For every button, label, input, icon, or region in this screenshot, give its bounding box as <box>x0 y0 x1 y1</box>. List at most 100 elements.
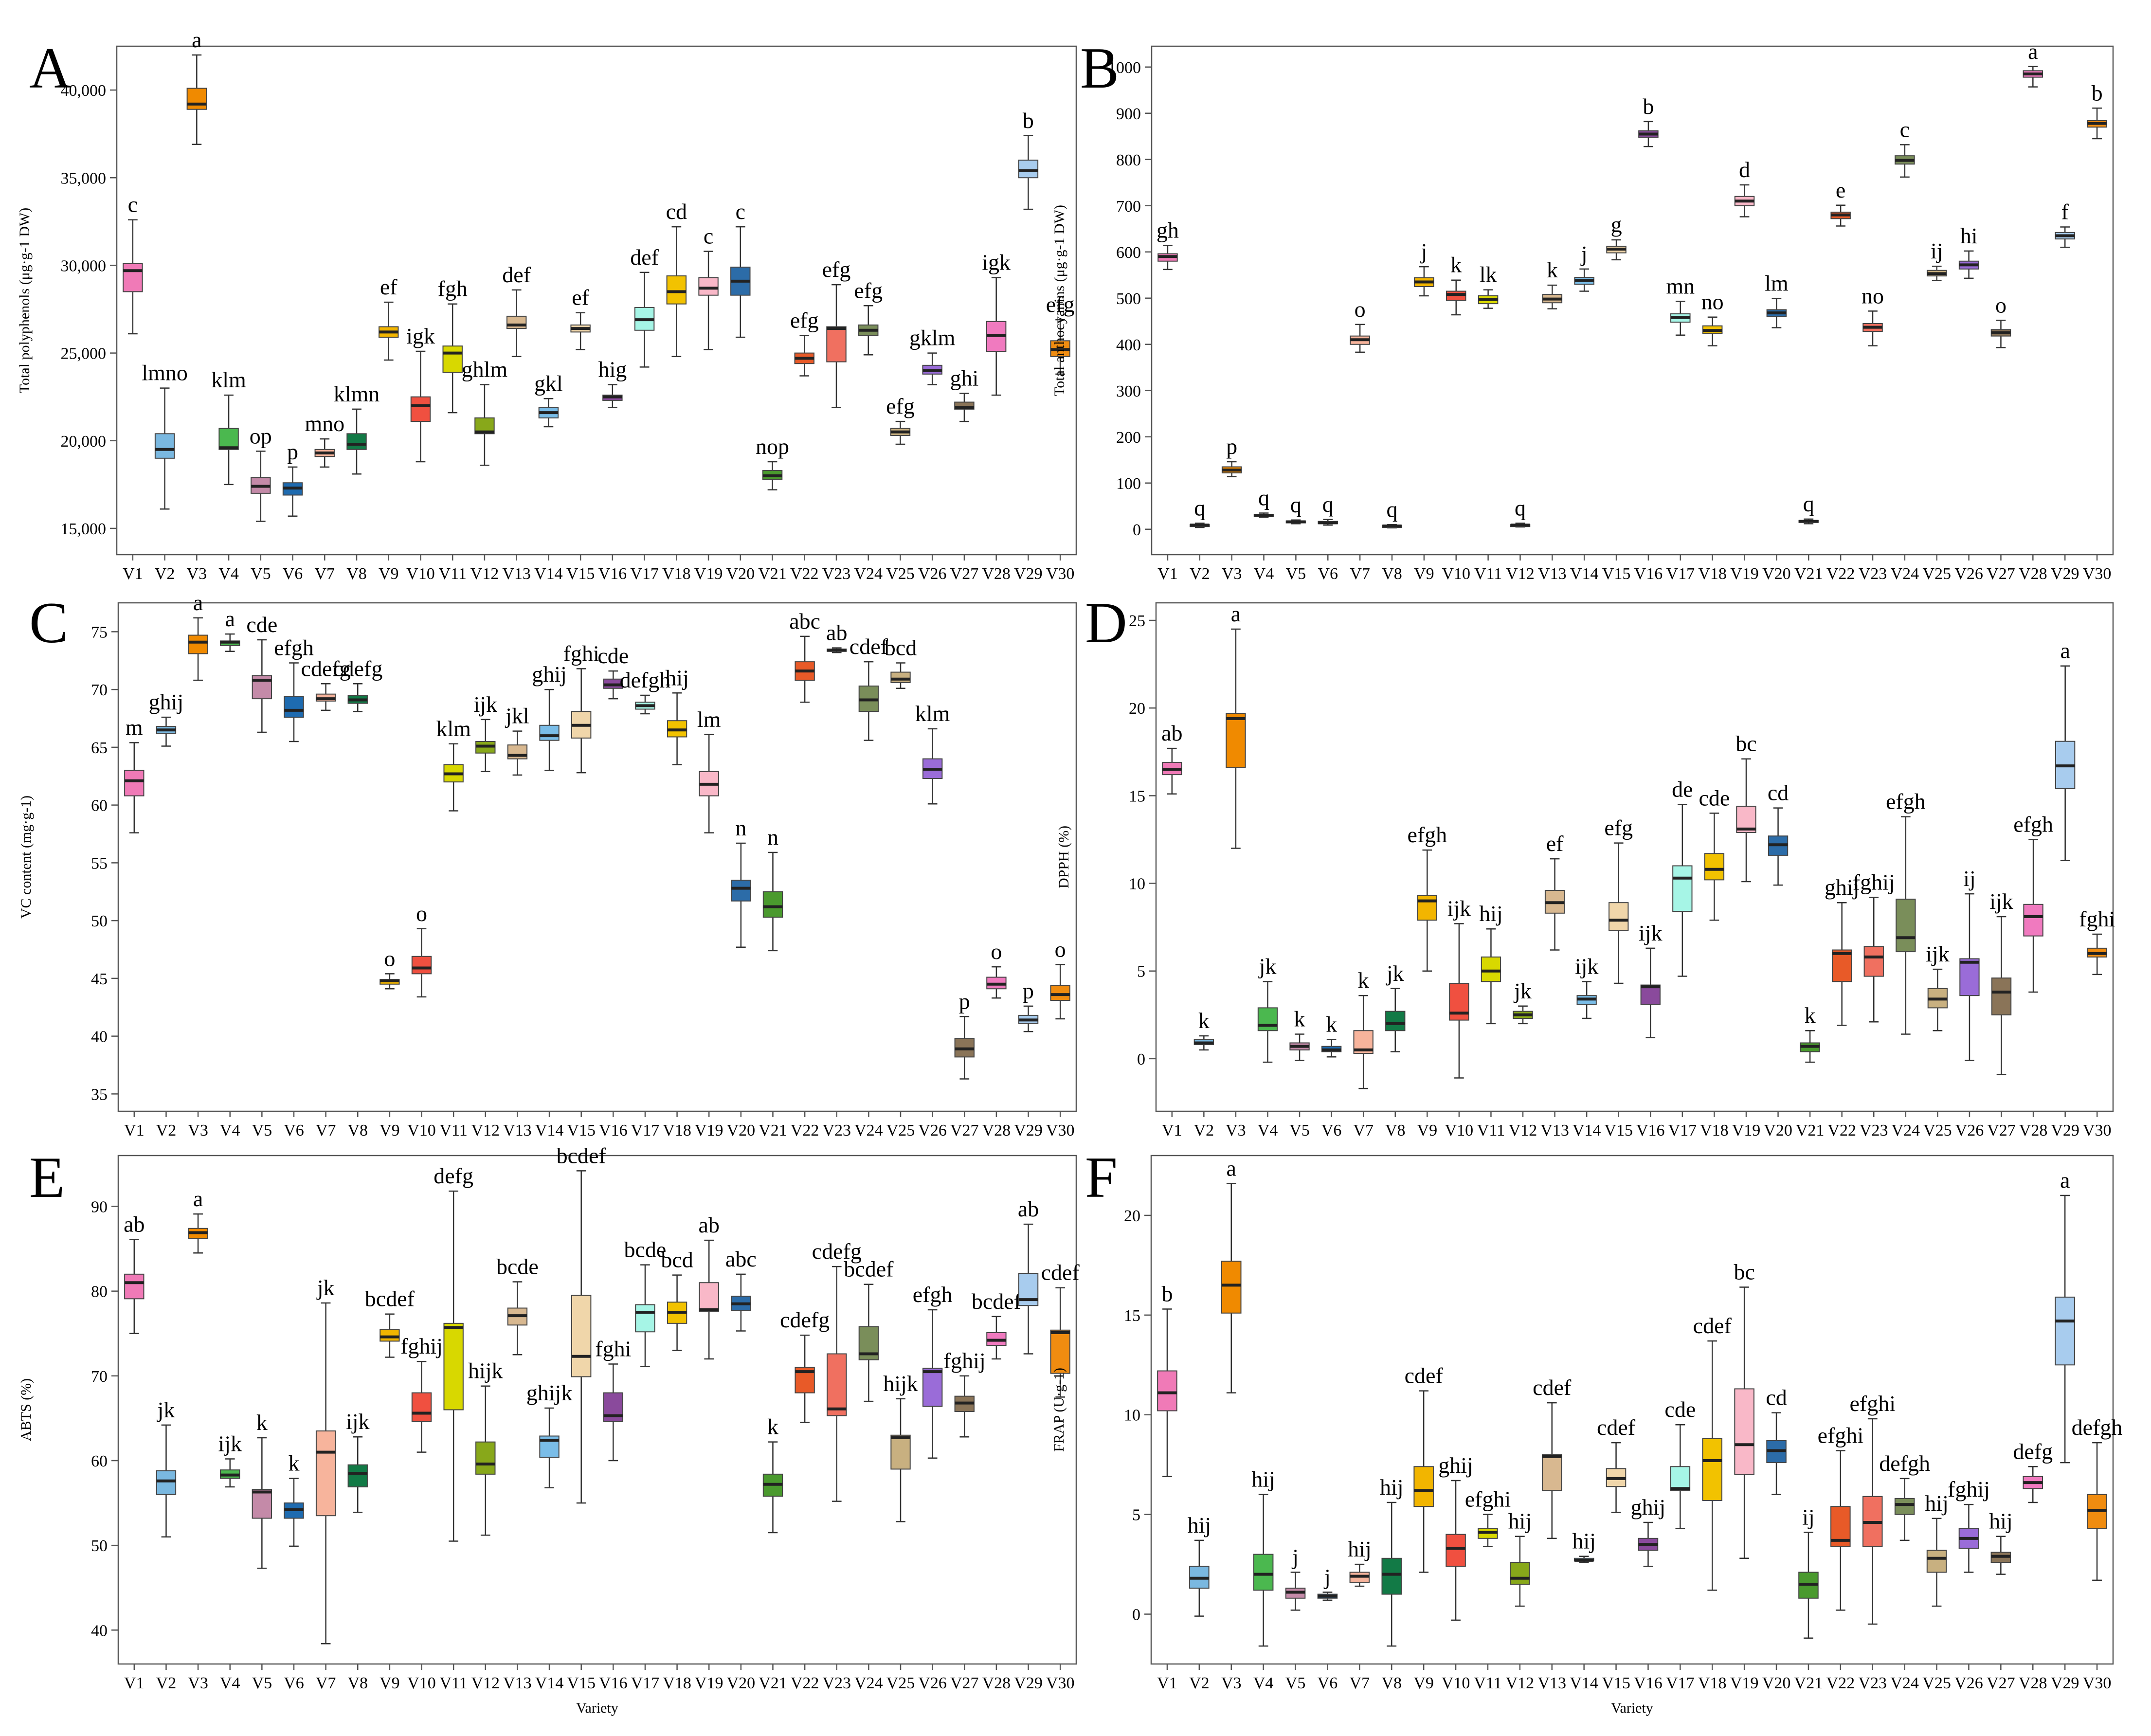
x-tick-label: V27 <box>950 1121 979 1139</box>
box-v29: a <box>2055 638 2076 861</box>
y-tick-label: 600 <box>1116 244 1141 262</box>
x-tick-label: V30 <box>1046 1121 1075 1139</box>
x-tick-label: V10 <box>1442 565 1470 583</box>
box-v7: k <box>1353 968 1374 1089</box>
x-tick-label: V25 <box>886 1121 915 1139</box>
significance-letter: b <box>2092 80 2103 105</box>
box-body <box>890 671 911 683</box>
x-tick-label: V12 <box>471 1121 500 1139</box>
x-tick-label: V30 <box>1046 565 1075 583</box>
x-tick-label: V10 <box>406 565 435 583</box>
box-v20: lm <box>1765 271 1789 328</box>
significance-letter: jk <box>1513 978 1532 1003</box>
significance-letter: a <box>192 27 201 52</box>
x-tick-label: V29 <box>2051 565 2079 583</box>
y-tick-label: 35,000 <box>61 169 107 187</box>
box-v26: efgh <box>913 1282 953 1459</box>
y-tick-label: 55 <box>91 854 108 872</box>
significance-letter: a <box>225 606 235 631</box>
box-v24: efg <box>854 278 883 356</box>
x-tick-label: V25 <box>886 565 915 583</box>
x-tick-label: V16 <box>599 1121 628 1139</box>
x-tick-label: V22 <box>791 1121 819 1139</box>
y-tick-label: 0 <box>1133 521 1141 539</box>
significance-letter: hig <box>598 357 627 381</box>
x-tick-label: V1 <box>1157 565 1178 583</box>
box-body <box>411 956 432 975</box>
box-body <box>123 263 143 292</box>
box-v17: de <box>1672 777 1693 977</box>
x-tick-label: V13 <box>502 565 531 583</box>
significance-letter: hij <box>1508 1509 1532 1534</box>
x-tick-label: V20 <box>727 1121 756 1139</box>
significance-letter: c <box>1900 117 1910 142</box>
x-tick-label: V2 <box>1189 1674 1210 1692</box>
box-body <box>1018 160 1039 179</box>
x-tick-label: V12 <box>471 1674 500 1692</box>
box-body <box>315 1430 336 1517</box>
panel-letter: A <box>29 36 72 100</box>
x-tick-label: V14 <box>1573 1121 1601 1139</box>
x-tick-label: V27 <box>1987 1674 2015 1692</box>
significance-letter: fghi <box>595 1336 631 1361</box>
box-v28: defg <box>2013 1439 2053 1503</box>
box-body <box>1640 984 1661 1005</box>
significance-letter: fghij <box>943 1348 986 1373</box>
x-tick-label: V21 <box>758 565 787 583</box>
x-tick-label: V6 <box>284 1674 304 1692</box>
box-v15: bcdef <box>557 1143 606 1504</box>
box-body <box>666 275 687 305</box>
x-tick-label: V25 <box>1923 1121 1952 1139</box>
box-v20: n <box>731 815 751 948</box>
significance-letter: efg <box>854 278 883 303</box>
box-v8: cdefg <box>333 656 382 712</box>
significance-letter: fghi <box>563 641 599 666</box>
box-v1: gh <box>1157 217 1179 271</box>
y-tick-label: 20,000 <box>61 433 107 451</box>
significance-letter: q <box>1194 495 1205 520</box>
x-tick-label: V27 <box>950 565 979 583</box>
x-tick-label: V23 <box>1859 565 1887 583</box>
significance-letter: ijk <box>1639 921 1663 945</box>
significance-letter: ij <box>1963 866 1976 891</box>
box-v28: o <box>986 939 1007 999</box>
x-tick-label: V8 <box>1382 565 1402 583</box>
x-tick-label: V16 <box>1636 1121 1665 1139</box>
x-tick-label: V8 <box>347 1674 368 1692</box>
panel-letter: D <box>1085 590 1127 655</box>
box-body <box>1253 1554 1274 1591</box>
box-v30: cdef <box>1041 1260 1080 1398</box>
box-body <box>1672 865 1693 912</box>
box-v30: o <box>1050 937 1070 1020</box>
significance-letter: ab <box>699 1212 720 1237</box>
significance-letter: cdef <box>1597 1415 1636 1440</box>
x-tick-label: V18 <box>663 1674 691 1692</box>
x-tick-label: V12 <box>1509 1121 1537 1139</box>
y-tick-label: 30,000 <box>61 257 107 275</box>
plot-frame <box>1155 602 2114 1112</box>
box-v1: b <box>1157 1282 1177 1478</box>
y-tick-label: 50 <box>91 912 108 930</box>
box-v12: q <box>1510 495 1531 528</box>
box-v3: a <box>1221 1156 1242 1393</box>
box-v12: ijk <box>474 692 497 772</box>
y-tick-label: 20 <box>1124 1207 1140 1225</box>
box-v26: hi <box>1958 223 1979 279</box>
box-v17: mn <box>1666 273 1695 336</box>
x-tick-label: V15 <box>567 1674 596 1692</box>
significance-letter: efgh <box>2013 812 2053 836</box>
x-axis-title: Variety <box>1611 1700 1653 1716</box>
significance-letter: k <box>1358 968 1369 993</box>
box-v3: a <box>1226 601 1246 849</box>
significance-letter: fghij <box>1948 1477 1990 1501</box>
x-tick-label: V3 <box>1222 565 1242 583</box>
significance-letter: fghij <box>400 1334 443 1358</box>
significance-letter: ghij <box>1631 1495 1666 1519</box>
box-v25: efg <box>886 394 915 445</box>
box-v11: hij <box>1479 901 1503 1025</box>
x-tick-label: V24 <box>1891 565 1919 583</box>
box-v9: ef <box>379 274 399 361</box>
significance-letter: ab <box>1018 1196 1039 1221</box>
box-body <box>635 1304 655 1333</box>
